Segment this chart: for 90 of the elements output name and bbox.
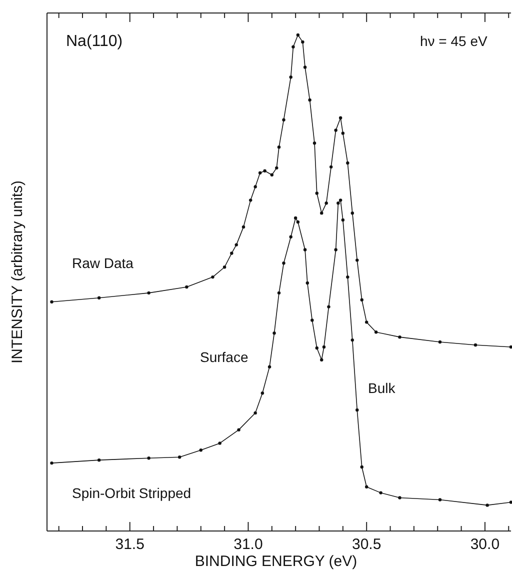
point: [199, 448, 202, 452]
point: [398, 335, 402, 339]
annotation: Surface: [200, 349, 248, 365]
point: [294, 216, 298, 220]
x-tick-label: 31.5: [115, 536, 144, 553]
x-axis-title: BINDING ENERGY (eV): [194, 553, 358, 570]
point: [312, 142, 316, 145]
point: [398, 496, 402, 500]
point: [248, 198, 252, 202]
point: [296, 220, 300, 224]
point: [237, 428, 240, 432]
point: [324, 202, 328, 205]
point: [306, 281, 310, 285]
point: [350, 211, 354, 215]
point: [374, 330, 378, 334]
point: [486, 504, 489, 507]
point: [320, 211, 324, 215]
point: [147, 456, 150, 460]
point: [185, 285, 188, 289]
point: [97, 458, 101, 462]
point: [277, 291, 281, 295]
point: [242, 225, 246, 229]
point: [336, 202, 340, 205]
point: [320, 358, 324, 362]
point: [218, 442, 222, 445]
point: [315, 192, 318, 195]
x-tick-label: 31.0: [234, 536, 263, 553]
point: [282, 118, 286, 122]
point: [275, 166, 278, 170]
point: [329, 165, 333, 169]
point: [260, 392, 264, 395]
point: [338, 116, 342, 120]
point: [270, 173, 274, 176]
point: [254, 411, 257, 415]
point: [289, 76, 292, 79]
point: [258, 171, 262, 174]
y-axis-title: INTENSITY (arbitrary units): [9, 180, 26, 364]
point: [474, 343, 478, 347]
point: [346, 275, 350, 279]
x-tick-label: 30.5: [352, 536, 382, 553]
point: [315, 346, 318, 350]
point: [360, 465, 364, 469]
point: [509, 345, 512, 349]
point: [178, 455, 182, 459]
point: [350, 338, 354, 342]
point: [356, 258, 359, 262]
point: [296, 33, 300, 37]
point: [327, 305, 330, 308]
point: [310, 318, 314, 322]
point: [147, 291, 150, 295]
point: [50, 461, 54, 465]
point: [50, 300, 54, 304]
point: [263, 169, 266, 173]
point: [341, 218, 345, 222]
x-tick-label: 30.0: [470, 536, 500, 553]
point: [211, 275, 214, 279]
point: [341, 132, 345, 135]
point: [346, 161, 350, 165]
point: [338, 198, 342, 202]
point: [230, 252, 234, 255]
point: [509, 500, 512, 504]
point: [364, 320, 368, 324]
point: [268, 365, 272, 368]
point: [438, 340, 442, 344]
point: [282, 262, 286, 265]
point: [292, 45, 295, 49]
point: [97, 296, 101, 300]
point: [334, 128, 338, 132]
point: [277, 145, 281, 149]
point: [379, 491, 382, 494]
point: [222, 266, 226, 269]
annotation: hν = 45 eV: [420, 33, 488, 49]
point: [234, 243, 238, 246]
point: [254, 185, 257, 188]
annotation: Bulk: [368, 380, 396, 396]
point: [303, 66, 307, 69]
point: [364, 485, 368, 488]
point: [356, 408, 359, 412]
point: [322, 345, 326, 349]
point: [289, 235, 292, 238]
point: [303, 248, 307, 252]
series-label: Spin-Orbit Stripped: [72, 485, 192, 501]
point: [438, 498, 442, 502]
series-label: Raw Data: [72, 255, 134, 271]
point: [301, 40, 304, 44]
annotation: Na(110): [66, 33, 123, 50]
point: [272, 331, 276, 335]
point: [334, 248, 338, 252]
point: [360, 298, 364, 302]
point: [308, 98, 312, 102]
